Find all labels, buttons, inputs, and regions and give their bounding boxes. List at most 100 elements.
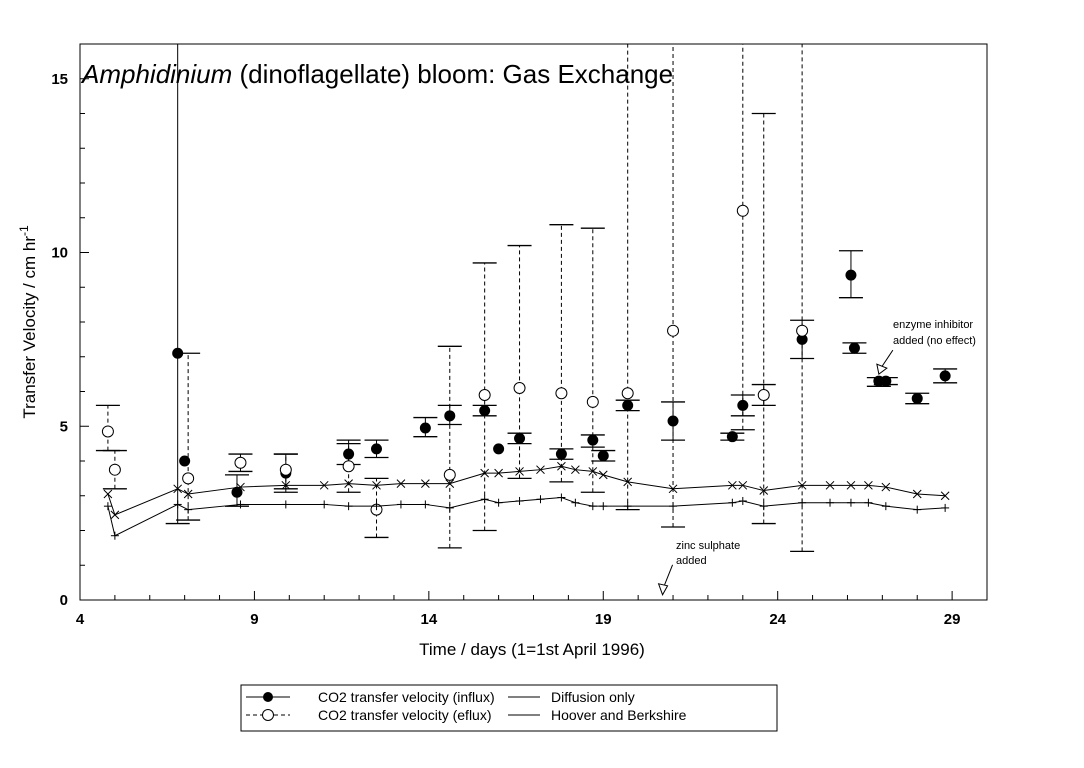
y-axis-label-sup: -1 <box>17 225 31 236</box>
x-tick-label: 29 <box>944 611 961 628</box>
enzyme-arrow-head <box>876 363 888 376</box>
hoover-point <box>557 461 566 471</box>
hoover-point <box>759 486 769 495</box>
legend-label-influx: CO2 transfer velocity (influx) <box>318 689 495 705</box>
hoover-point <box>623 477 633 487</box>
legend-label-diffusion: Diffusion only <box>551 689 635 705</box>
y-axis-label-main: Transfer Velocity / cm hr <box>20 236 39 419</box>
hoover-point <box>421 479 430 488</box>
diffusion-point <box>494 498 503 507</box>
diffusion-point <box>588 502 597 511</box>
annotation-zinc-line1: zinc sulphate <box>676 540 740 552</box>
influx-point <box>737 399 749 411</box>
hoover-line <box>107 465 946 516</box>
hoover-point <box>588 467 598 476</box>
diffusion-point <box>557 493 566 502</box>
influx-point <box>371 443 383 455</box>
diffusion-point <box>421 500 430 509</box>
influx-point <box>514 432 526 444</box>
eflux-point <box>586 395 599 408</box>
x-tick-label: 14 <box>421 611 438 628</box>
hoover-point <box>515 467 524 476</box>
hoover-point <box>319 480 329 490</box>
eflux-point <box>108 463 121 476</box>
hoover-point <box>372 480 381 490</box>
hoover-point <box>494 468 503 478</box>
eflux-point <box>555 387 568 400</box>
hoover-point <box>668 484 678 494</box>
zinc-arrow-shaft <box>664 564 674 585</box>
x-tick-label: 4 <box>76 611 85 628</box>
legend-marker-eflux <box>262 709 274 721</box>
y-axis-label: Transfer Velocity / cm hr-1 <box>17 225 39 419</box>
annotation-zinc-line2: added <box>676 555 707 567</box>
diffusion-point <box>110 531 119 540</box>
y-tick-label: 10 <box>51 245 68 262</box>
influx-point <box>667 415 679 427</box>
legend-marker-influx <box>263 692 273 702</box>
diffusion-point <box>798 498 807 507</box>
hoover-point <box>236 482 245 492</box>
eflux-point <box>478 388 491 401</box>
influx-point <box>622 399 634 411</box>
eflux-point <box>101 425 114 438</box>
diffusion-point <box>184 505 193 514</box>
diffusion-point <box>571 498 580 507</box>
hoover-point <box>797 480 807 490</box>
legend-box <box>240 684 778 732</box>
x-tick-label: 19 <box>595 611 612 628</box>
influx-point <box>911 392 923 404</box>
diffusion-point <box>759 502 768 511</box>
hoover-point <box>571 465 580 475</box>
eflux-point <box>796 324 809 337</box>
influx-point <box>848 342 860 354</box>
diffusion-point <box>728 498 737 507</box>
diffusion-point <box>103 502 112 511</box>
influx-point <box>493 443 505 455</box>
hoover-point <box>173 484 183 494</box>
diffusion-point <box>623 502 632 511</box>
hoover-point <box>825 480 835 490</box>
hoover-point <box>727 480 737 490</box>
eflux-point <box>182 472 195 485</box>
eflux-point <box>443 468 456 481</box>
hoover-point <box>480 468 490 478</box>
diffusion-point <box>941 503 950 512</box>
hoover-point <box>598 470 608 480</box>
eflux-point <box>621 387 634 400</box>
eflux-point <box>342 460 355 473</box>
title-italic: Amphidinium <box>80 59 232 89</box>
diffusion-point <box>669 502 678 511</box>
x-tick-label: 24 <box>769 611 786 628</box>
diffusion-point <box>396 500 405 509</box>
diffusion-point <box>236 500 245 509</box>
influx-point <box>172 347 184 359</box>
diffusion-point <box>281 500 290 509</box>
annotation-enzyme-inhibitor: enzyme inhibitor added (no effect) <box>893 319 976 347</box>
hoover-point <box>281 480 291 490</box>
zinc-arrow-head <box>657 583 669 596</box>
diffusion-line <box>107 496 946 537</box>
eflux-point <box>513 382 526 395</box>
influx-point <box>587 434 599 446</box>
diffusion-point <box>881 502 890 511</box>
hoover-point <box>103 489 113 499</box>
diffusion-point <box>826 498 835 507</box>
influx-point <box>479 405 491 417</box>
hoover-point <box>110 510 120 520</box>
eflux-point <box>234 456 247 469</box>
diffusion-point <box>864 498 873 507</box>
hoover-point <box>445 479 455 488</box>
hoover-point <box>881 482 891 492</box>
y-tick-label: 0 <box>60 592 68 609</box>
diffusion-point <box>515 496 524 505</box>
x-tick-label: 9 <box>250 611 258 628</box>
diffusion-point <box>320 500 329 509</box>
hoover-point <box>344 479 353 488</box>
eflux-point <box>736 204 749 217</box>
eflux-point <box>279 463 292 476</box>
annotation-zinc-sulphate: zinc sulphate added <box>676 540 740 567</box>
diffusion-point <box>599 502 608 511</box>
y-tick-label: 5 <box>60 418 68 435</box>
influx-point <box>845 269 857 281</box>
